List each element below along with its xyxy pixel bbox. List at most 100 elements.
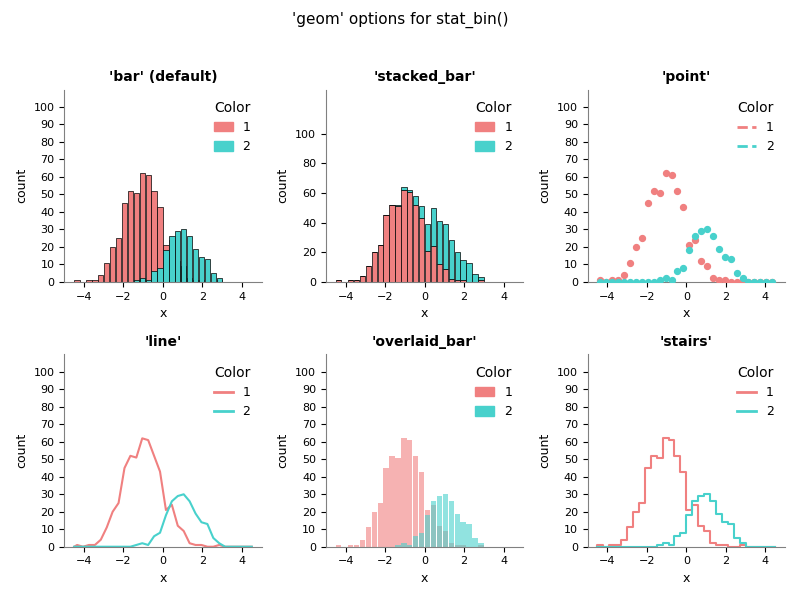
1: [244, 543, 254, 550]
2: [594, 277, 607, 287]
2: [78, 543, 88, 550]
1: [214, 541, 224, 548]
Bar: [407, 190, 413, 191]
2: [718, 253, 731, 262]
1: [238, 543, 248, 550]
2: [209, 535, 218, 542]
Line: 2: 2: [74, 494, 252, 547]
2: [120, 543, 130, 550]
2: [167, 497, 177, 505]
1: [742, 277, 755, 287]
2: [244, 543, 254, 550]
Y-axis label: count: count: [538, 433, 551, 468]
1: [770, 543, 780, 550]
Bar: [390, 205, 394, 282]
2: [226, 543, 236, 550]
Bar: [134, 280, 139, 282]
Bar: [437, 264, 442, 282]
2: [742, 277, 755, 287]
Bar: [472, 274, 478, 282]
2: [635, 277, 648, 287]
Bar: [395, 458, 401, 547]
Bar: [442, 269, 448, 282]
2: [102, 543, 111, 550]
1: [701, 261, 714, 271]
Bar: [402, 439, 406, 547]
Bar: [466, 524, 472, 547]
Bar: [354, 280, 359, 282]
Bar: [413, 205, 418, 282]
1: [689, 235, 702, 245]
Text: 'geom' options for stat_bin(): 'geom' options for stat_bin(): [292, 12, 508, 28]
1: [713, 275, 726, 285]
Bar: [217, 280, 222, 282]
Bar: [402, 543, 406, 547]
1: [605, 541, 614, 548]
X-axis label: x: x: [421, 307, 428, 320]
1: [671, 186, 684, 196]
2: [605, 543, 614, 550]
Bar: [461, 545, 466, 547]
Legend: 1, 2: 1, 2: [209, 96, 255, 158]
Title: 'stairs': 'stairs': [660, 335, 713, 349]
Bar: [419, 218, 424, 282]
Y-axis label: count: count: [277, 433, 290, 468]
2: [232, 543, 242, 550]
Legend: 1, 2: 1, 2: [470, 96, 517, 158]
Bar: [413, 456, 418, 547]
Bar: [86, 280, 92, 282]
2: [220, 543, 230, 550]
1: [190, 541, 200, 548]
1: [102, 524, 111, 531]
Bar: [158, 268, 162, 282]
Bar: [104, 263, 110, 282]
2: [126, 543, 135, 550]
Y-axis label: count: count: [15, 433, 28, 468]
Bar: [193, 248, 198, 282]
1: [606, 275, 618, 285]
1: [766, 277, 778, 287]
Bar: [198, 280, 204, 282]
Bar: [336, 280, 342, 282]
1: [760, 277, 773, 287]
2: [770, 543, 780, 550]
Bar: [437, 526, 442, 547]
1: [70, 543, 79, 550]
2: [659, 274, 672, 283]
Y-axis label: count: count: [15, 168, 28, 203]
2: [694, 226, 707, 236]
2: [108, 543, 118, 550]
X-axis label: x: x: [421, 572, 428, 585]
Title: 'point': 'point': [662, 70, 711, 84]
Bar: [431, 247, 436, 282]
2: [593, 543, 602, 550]
Line: 1: 1: [598, 439, 775, 547]
2: [736, 274, 749, 283]
1: [612, 275, 625, 285]
2: [630, 277, 642, 287]
1: [179, 527, 189, 535]
1: [665, 170, 678, 180]
1: [120, 464, 130, 472]
Legend: 1, 2: 1, 2: [732, 96, 778, 158]
1: [736, 275, 749, 285]
Bar: [181, 266, 186, 282]
1: [108, 508, 118, 515]
2: [753, 543, 762, 550]
Bar: [431, 501, 436, 547]
Legend: 1, 2: 1, 2: [209, 361, 255, 423]
2: [185, 497, 194, 505]
2: [706, 232, 719, 241]
2: [197, 518, 206, 526]
Bar: [454, 545, 460, 547]
Bar: [454, 280, 460, 282]
Bar: [360, 276, 365, 282]
1: [593, 543, 602, 550]
Y-axis label: count: count: [277, 168, 290, 203]
Bar: [146, 280, 151, 282]
Bar: [461, 280, 466, 282]
Bar: [466, 263, 472, 282]
1: [202, 543, 212, 550]
Bar: [348, 545, 354, 547]
2: [247, 543, 257, 550]
